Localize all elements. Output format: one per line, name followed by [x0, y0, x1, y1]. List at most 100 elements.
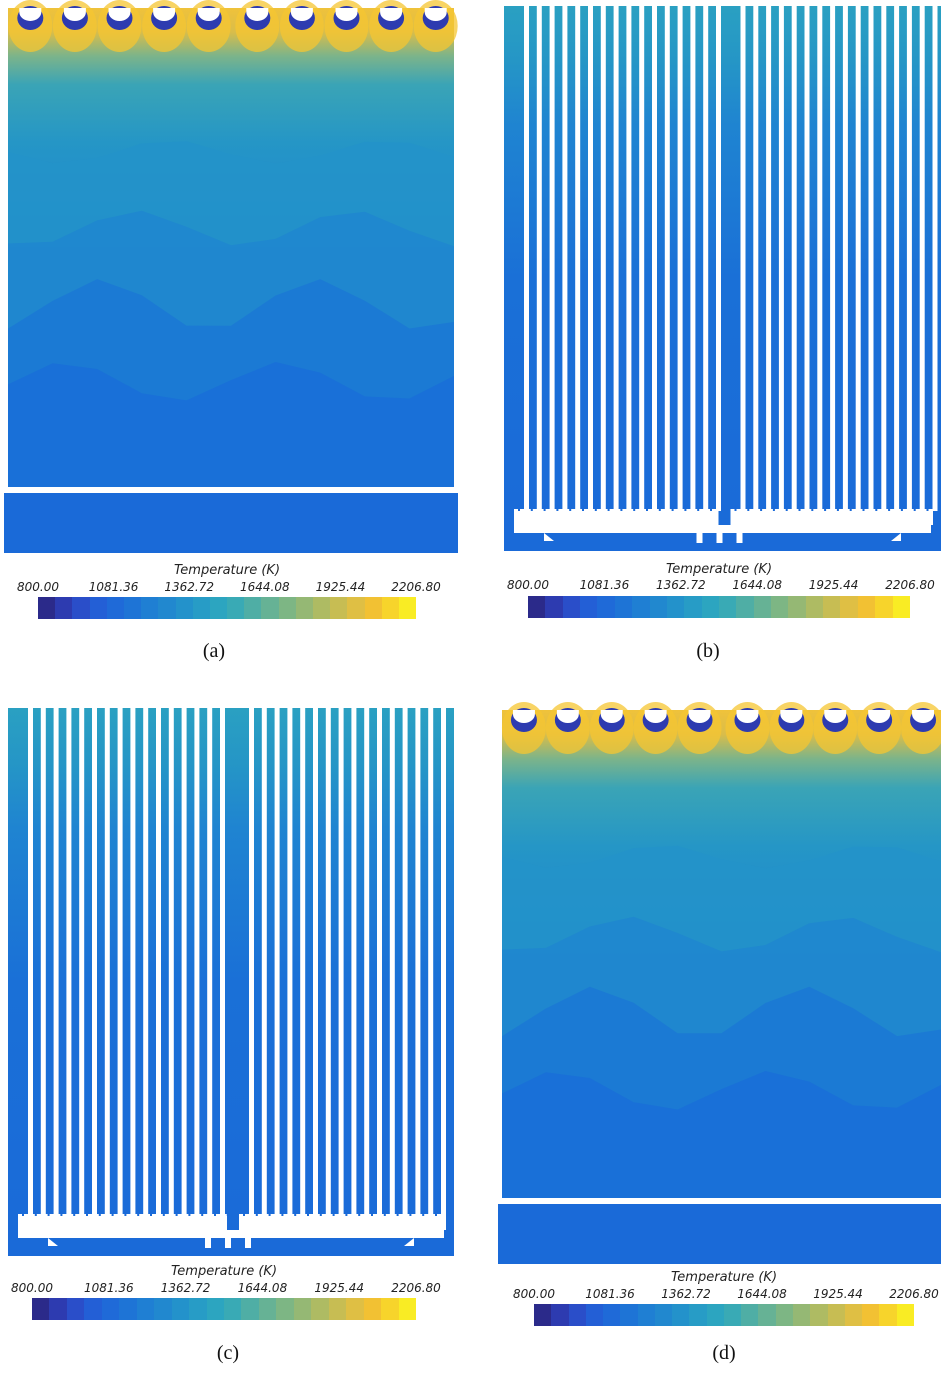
- colorbar-swatch: [346, 1298, 364, 1320]
- colorbar-tick: 1362.72: [164, 580, 214, 594]
- plate-slot: [671, 505, 674, 511]
- colorbar-swatch: [258, 1298, 277, 1320]
- colorbar-swatch: [106, 597, 124, 619]
- plate-slot: [111, 1210, 114, 1216]
- colorbar-swatch: [775, 1304, 793, 1326]
- colorbar-swatch: [823, 596, 841, 618]
- rod-gap: [791, 6, 797, 511]
- plate-slot: [939, 505, 941, 511]
- separator-plate: [4, 487, 458, 493]
- panel-c: Temperature (K) 800.00 1081.36 1362.72 1…: [0, 700, 470, 1390]
- colorbar-swatch: [398, 1298, 416, 1320]
- rod-gap: [778, 6, 784, 511]
- colorbar-swatch: [689, 1304, 707, 1326]
- colorbar-swatch: [614, 596, 633, 618]
- colorbar-tick: 1081.36: [579, 578, 630, 592]
- colorbar-swatch: [206, 1298, 224, 1320]
- panel-d: Temperature (K) 800.00 1081.36 1362.72 1…: [470, 700, 941, 1390]
- colorbar-swatch: [313, 597, 331, 619]
- plate-slot: [281, 1210, 284, 1216]
- temperature-contour-d: [498, 702, 941, 1264]
- rod-gap: [613, 6, 619, 511]
- colorbar-tick: 1925.44: [808, 578, 859, 592]
- colorbar-tick: 2206.80: [889, 1287, 939, 1301]
- colorbar-swatch: [792, 1304, 811, 1326]
- colorbar-tick: 1925.44: [314, 1281, 364, 1295]
- colorbar: [534, 1304, 914, 1326]
- colorbar-swatch: [32, 1298, 50, 1320]
- support-plate: [514, 509, 719, 525]
- colorbar-swatch: [101, 1298, 120, 1320]
- temperature-band: [8, 362, 454, 487]
- rod-gap: [652, 6, 657, 511]
- support-foot: [48, 1238, 58, 1246]
- colorbar-swatch: [637, 1304, 655, 1326]
- rod-gap: [66, 708, 72, 1216]
- drain-gap: [716, 525, 723, 543]
- plate-slot: [747, 505, 750, 511]
- rod-gap: [130, 708, 136, 1216]
- rod-gap: [804, 6, 810, 511]
- support-plate: [239, 1214, 446, 1230]
- plate-slot: [73, 1210, 76, 1216]
- colorbar-swatch: [364, 597, 382, 619]
- colorbar-swatch: [597, 596, 615, 618]
- colorbar-swatch: [758, 1304, 776, 1326]
- rod-gap: [703, 6, 709, 511]
- separator-plate: [498, 1198, 941, 1204]
- colorbar: [32, 1298, 416, 1320]
- plate-slot: [875, 505, 878, 511]
- colorbar-tick: 800.00: [17, 580, 59, 594]
- rod-gap: [287, 708, 293, 1216]
- plate-slot: [556, 505, 559, 511]
- plate-slot: [849, 505, 852, 511]
- colorbar-tick: 1081.36: [83, 1281, 134, 1295]
- colorbar-swatch: [398, 597, 417, 619]
- heater-cutout: [424, 8, 447, 21]
- colorbar-swatch: [528, 596, 546, 618]
- colorbar-swatch: [154, 1298, 172, 1320]
- plate-slot: [900, 505, 903, 511]
- plate-slot: [582, 505, 584, 511]
- heater-cutout: [290, 8, 313, 21]
- colorbar-tick: 1644.08: [732, 578, 782, 592]
- colorbar-swatch: [718, 596, 737, 618]
- colorbar-swatch: [706, 1304, 724, 1326]
- colorbar-swatch: [123, 597, 142, 619]
- plate-slot: [646, 505, 648, 511]
- colorbar-tick: 1925.44: [315, 580, 366, 594]
- rod-gap: [817, 6, 823, 511]
- rod-gap: [855, 6, 861, 511]
- colorbar-swatch: [192, 597, 210, 619]
- plate-slot: [836, 505, 839, 511]
- heater-cutout: [824, 710, 847, 723]
- plate-slot: [620, 505, 623, 511]
- colorbar-swatch: [311, 1298, 329, 1320]
- colorbar-swatch: [771, 596, 789, 618]
- panel-caption: (d): [712, 1342, 736, 1364]
- plate-slot: [684, 505, 687, 511]
- rod-gap: [53, 708, 59, 1216]
- heater-cutout: [868, 710, 891, 723]
- heater-cutout: [556, 710, 579, 723]
- plate-slot: [150, 1210, 152, 1216]
- colorbar-swatch: [293, 1298, 312, 1320]
- colorbar-tick: 2206.80: [391, 1281, 441, 1295]
- colorbar-title: Temperature (K): [665, 562, 773, 577]
- rod-gap: [156, 708, 161, 1216]
- colorbar-swatch: [810, 1304, 828, 1326]
- plate-slot: [332, 1210, 335, 1216]
- colorbar-swatch: [295, 597, 313, 619]
- rod-gap: [881, 6, 887, 511]
- plate-slot: [243, 1210, 245, 1216]
- colorbar-swatch: [827, 1304, 845, 1326]
- colorbar-tick: 1362.72: [661, 1287, 711, 1301]
- rod-gap: [207, 708, 213, 1216]
- drain-gap: [736, 525, 743, 543]
- rod-gap: [600, 6, 606, 511]
- temperature-contour-b: [504, 6, 941, 551]
- plate-slot: [319, 1210, 322, 1216]
- rod-gap: [536, 6, 542, 511]
- colorbar-swatch: [862, 1304, 880, 1326]
- colorbar-swatch: [244, 597, 262, 619]
